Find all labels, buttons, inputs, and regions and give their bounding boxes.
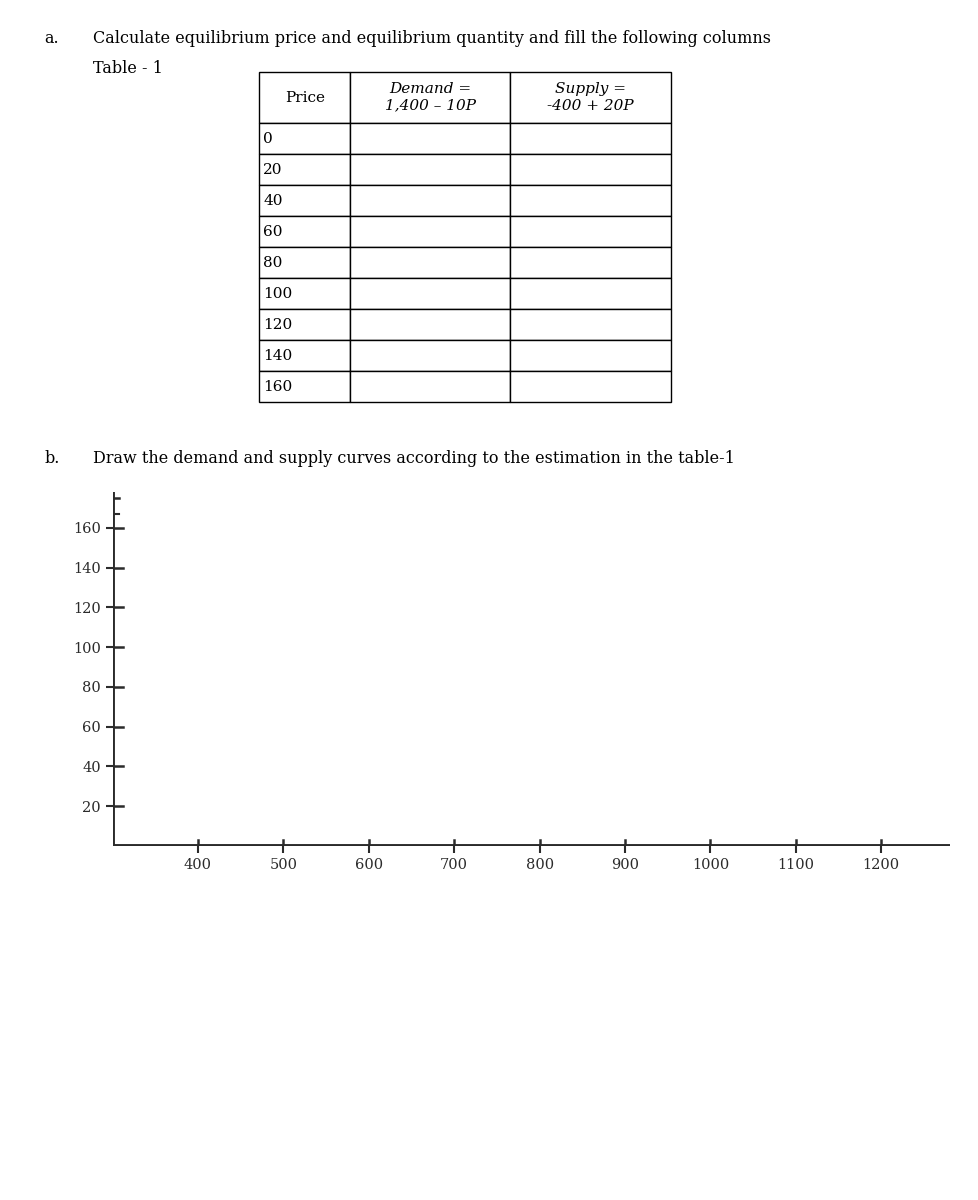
Text: b.: b. [44,450,60,467]
Text: Calculate equilibrium price and equilibrium quantity and fill the following colu: Calculate equilibrium price and equilibr… [93,30,771,47]
Text: a.: a. [44,30,59,47]
Text: Table - 1: Table - 1 [93,60,162,77]
Text: Draw the demand and supply curves according to the estimation in the table-1: Draw the demand and supply curves accord… [93,450,734,467]
